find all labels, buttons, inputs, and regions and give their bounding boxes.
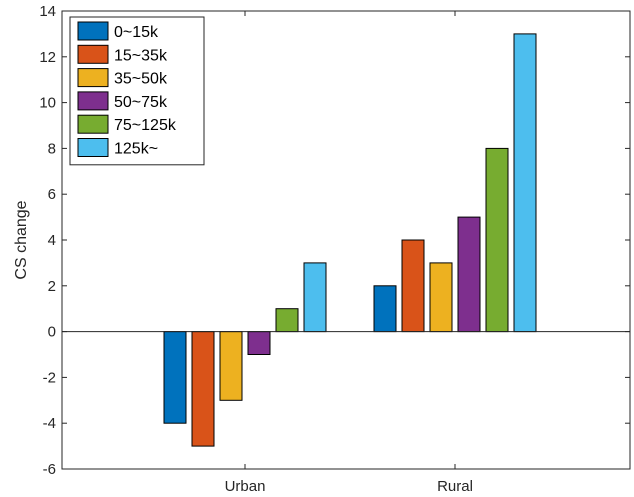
bar <box>303 262 327 333</box>
x-tick-label: Rural <box>437 478 473 495</box>
legend-swatch <box>77 114 109 134</box>
legend: 0~15k 15~35k 35~50k 50~75k 75~125k 125k~ <box>69 16 205 166</box>
bar <box>373 285 397 333</box>
x-tick-label: Urban <box>225 478 266 495</box>
y-tick-label: 12 <box>39 49 56 66</box>
y-tick-label: 2 <box>48 278 56 295</box>
bar <box>513 33 537 333</box>
legend-swatch <box>77 138 109 157</box>
legend-swatch <box>77 44 109 64</box>
bars-layer <box>163 33 537 447</box>
legend-label: 0~15k <box>114 24 159 41</box>
legend-swatch <box>77 68 109 88</box>
y-axis-label: CS change <box>13 200 30 279</box>
y-tick-label: 4 <box>48 232 56 249</box>
legend-label: 15~35k <box>114 47 168 64</box>
bar <box>219 331 243 401</box>
bar <box>275 308 299 333</box>
y-tick-label: 6 <box>48 186 56 203</box>
bar <box>191 331 215 447</box>
legend-label: 125k~ <box>114 141 158 158</box>
y-tick-label: 8 <box>48 140 56 157</box>
legend-swatch <box>77 21 109 41</box>
y-tick-label: 14 <box>39 3 56 20</box>
y-tick-label: -6 <box>43 461 56 478</box>
y-tick-label: 10 <box>39 95 56 112</box>
bar <box>247 331 271 356</box>
bar <box>457 216 481 333</box>
legend-label: 75~125k <box>114 117 177 134</box>
bar <box>429 262 453 333</box>
x-axis-ticks: Urban Rural <box>225 11 473 495</box>
y-axis-ticks: -6 -4 -2 0 2 4 6 8 10 12 14 <box>39 3 630 478</box>
y-tick-label: 0 <box>48 324 56 341</box>
legend-swatch <box>77 91 109 111</box>
legend-label: 50~75k <box>114 94 168 111</box>
legend-label: 35~50k <box>114 71 168 88</box>
bar <box>401 239 425 333</box>
bar <box>163 331 187 424</box>
y-tick-label: -2 <box>43 369 56 386</box>
y-tick-label: -4 <box>43 415 56 432</box>
bar <box>485 147 509 333</box>
